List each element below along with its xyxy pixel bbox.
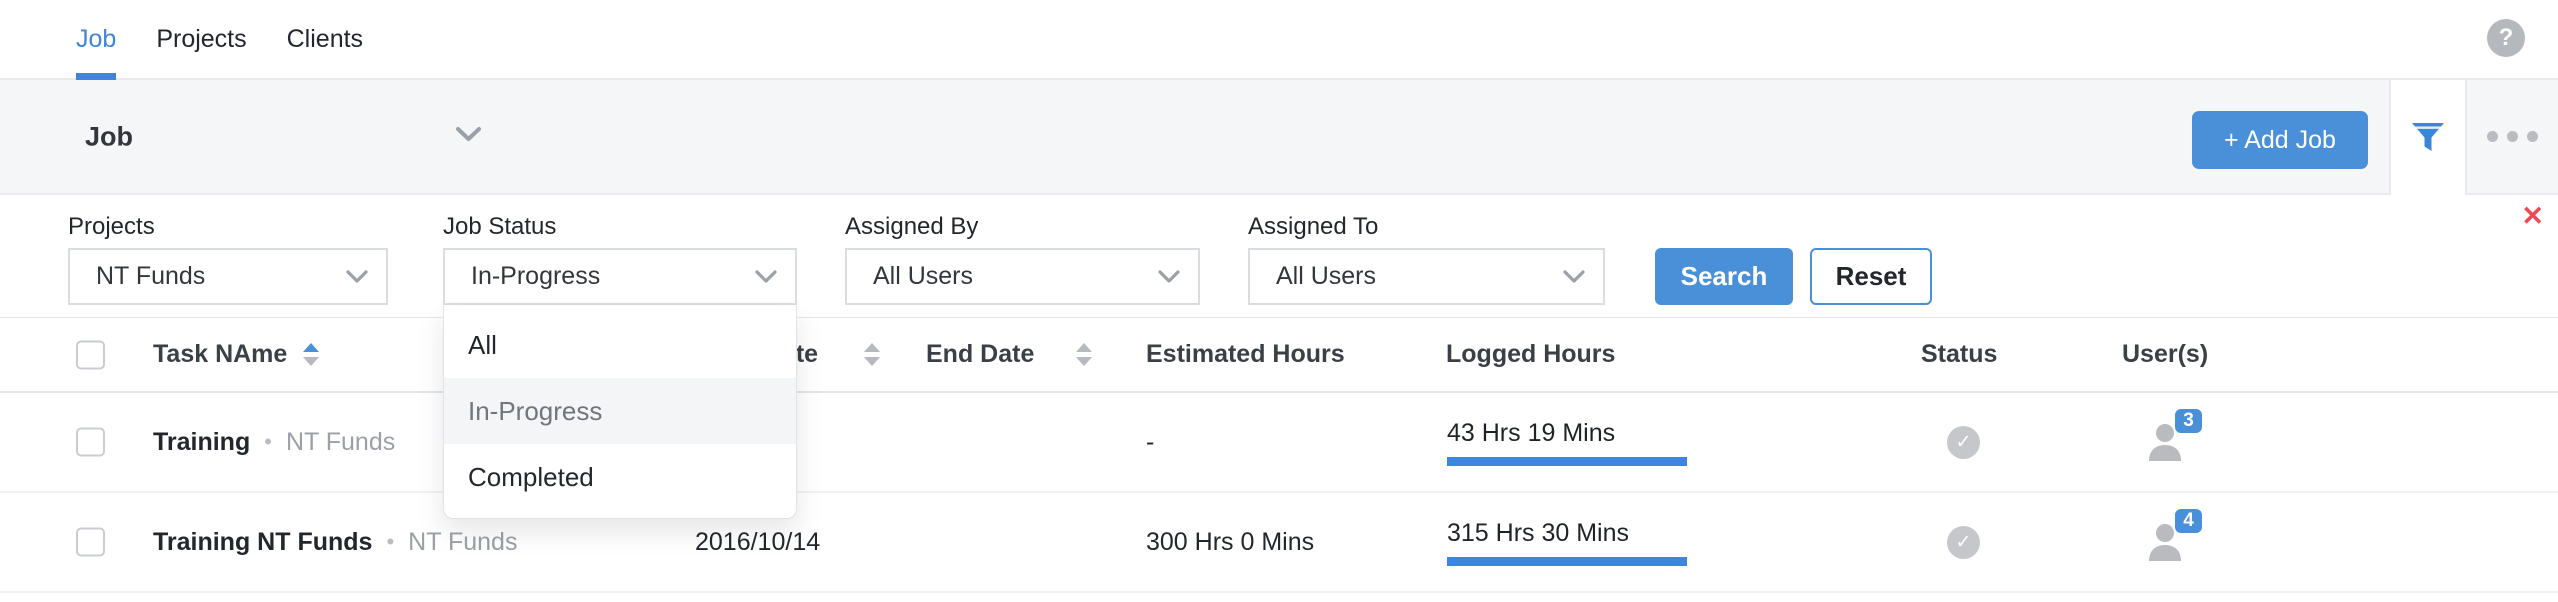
column-header-users[interactable]: User(s): [2122, 318, 2208, 391]
status-cell: ✓: [1947, 493, 1980, 591]
tab-job[interactable]: Job: [76, 0, 117, 80]
sort-asc-icon: [864, 343, 881, 352]
dot-separator-icon: •: [264, 429, 272, 454]
status-cell: ✓: [1947, 393, 1980, 491]
projects-filter-value: NT Funds: [96, 262, 206, 290]
chevron-down-icon: [1563, 269, 1585, 284]
progress-bar: [1447, 456, 1687, 466]
status-check-icon: ✓: [1947, 525, 1980, 559]
column-label: Logged Hours: [1446, 340, 1616, 368]
estimated-hours-value: 300 Hrs 0 Mins: [1146, 527, 1315, 556]
sort-icon[interactable]: [1076, 343, 1093, 366]
select-all-checkbox[interactable]: [76, 340, 105, 369]
column-header-task-name[interactable]: Task NAme: [153, 318, 320, 391]
job-status-filter-label: Job Status: [443, 213, 557, 240]
user-count-badge: 3: [2173, 407, 2204, 435]
chevron-down-icon[interactable]: [455, 126, 482, 148]
dropdown-option-all[interactable]: All: [468, 329, 497, 360]
top-nav-bar: Job Projects Clients ?: [0, 0, 2558, 80]
column-label: User(s): [2122, 340, 2209, 368]
column-label: Estimated Hours: [1146, 340, 1345, 368]
sort-desc-icon: [1076, 357, 1093, 366]
view-title-dropdown[interactable]: Job: [85, 121, 134, 151]
sort-asc-icon: [303, 343, 320, 352]
filter-funnel-icon: [2410, 120, 2446, 156]
table-header-row: Task NAme Start Date End Date Estimated …: [0, 318, 2558, 393]
start-date-value: 2016/10/14: [695, 527, 821, 556]
nav-tabs: Job Projects Clients: [76, 0, 364, 80]
sort-icon[interactable]: [864, 343, 881, 366]
help-icon[interactable]: ?: [2487, 19, 2525, 57]
row-checkbox[interactable]: [76, 527, 105, 557]
assigned-by-filter-select[interactable]: All Users: [845, 248, 1200, 305]
table-row: Training • NT Funds - 43 Hrs 19 Mins ✓ 3: [0, 393, 2558, 493]
sort-desc-icon: [864, 357, 881, 366]
job-status-filter-select[interactable]: In-Progress: [443, 248, 797, 305]
column-label: Task NAme: [153, 340, 288, 368]
chevron-down-icon: [346, 269, 368, 284]
sort-icon[interactable]: [303, 343, 320, 366]
column-header-status[interactable]: Status: [1921, 318, 1997, 391]
chevron-down-icon: [1158, 269, 1180, 284]
assigned-by-filter-label: Assigned By: [845, 213, 979, 240]
projects-filter-label: Projects: [68, 213, 155, 240]
column-header-end-date[interactable]: End Date: [926, 318, 1093, 391]
dot-separator-icon: •: [386, 529, 395, 554]
dropdown-option-completed[interactable]: Completed: [468, 461, 594, 492]
toolbar: Job + Add Job: [0, 80, 2558, 195]
filter-toggle-button[interactable]: [2389, 80, 2467, 195]
job-status-dropdown-menu: All In-Progress Completed: [443, 306, 797, 519]
progress-bar: [1447, 556, 1687, 566]
tab-projects[interactable]: Projects: [156, 24, 247, 53]
assigned-to-filter-value: All Users: [1276, 262, 1377, 290]
reset-button[interactable]: Reset: [1810, 248, 1932, 305]
add-job-button[interactable]: + Add Job: [2192, 111, 2368, 169]
assigned-by-filter-value: All Users: [873, 262, 974, 290]
column-label: End Date: [926, 340, 1035, 368]
row-checkbox[interactable]: [76, 427, 105, 457]
user-count-badge: 4: [2173, 507, 2204, 535]
sort-desc-icon: [303, 357, 320, 366]
column-header-logged-hours[interactable]: Logged Hours: [1446, 318, 1615, 391]
status-check-icon: ✓: [1947, 425, 1980, 459]
projects-filter-select[interactable]: NT Funds: [68, 248, 388, 305]
ellipsis-icon: [2487, 131, 2498, 142]
column-label: Status: [1921, 340, 1998, 368]
assigned-to-filter-label: Assigned To: [1248, 213, 1379, 240]
search-button[interactable]: Search: [1655, 248, 1793, 305]
logged-hours-value: 43 Hrs 19 Mins: [1447, 418, 1616, 447]
ellipsis-icon: [2507, 131, 2518, 142]
more-options-button[interactable]: [2467, 80, 2558, 193]
project-name: NT Funds: [285, 427, 396, 456]
job-status-filter-value: In-Progress: [471, 262, 601, 290]
estimated-hours-value: -: [1146, 427, 1155, 456]
logged-hours-cell: 43 Hrs 19 Mins: [1447, 393, 1687, 491]
project-name: NT Funds: [408, 527, 518, 556]
users-cell: 3: [2148, 393, 2204, 491]
task-cell: Training NT Funds • NT Funds: [153, 493, 517, 591]
table-row: Training NT Funds • NT Funds 2016/10/14 …: [0, 493, 2558, 593]
close-filter-icon[interactable]: ✕: [2521, 201, 2544, 231]
logged-hours-cell: 315 Hrs 30 Mins: [1447, 493, 1687, 591]
task-name-link[interactable]: Training NT Funds: [153, 527, 373, 556]
logged-hours-value: 315 Hrs 30 Mins: [1447, 518, 1630, 547]
user-avatar-icon[interactable]: 4: [2148, 507, 2204, 561]
dropdown-option-in-progress[interactable]: In-Progress: [444, 378, 796, 444]
ellipsis-icon: [2527, 131, 2538, 142]
sort-asc-icon: [1076, 343, 1093, 352]
chevron-down-icon: [755, 269, 777, 284]
task-name-link[interactable]: Training: [153, 427, 251, 456]
task-cell: Training • NT Funds: [153, 393, 395, 491]
user-avatar-icon[interactable]: 3: [2148, 407, 2204, 461]
filter-panel: ✕ Projects NT Funds Job Status In-Progre…: [0, 195, 2558, 519]
column-header-estimated-hours[interactable]: Estimated Hours: [1146, 318, 1345, 391]
users-cell: 4: [2148, 493, 2204, 591]
assigned-to-filter-select[interactable]: All Users: [1248, 248, 1605, 305]
tab-clients[interactable]: Clients: [286, 24, 364, 53]
